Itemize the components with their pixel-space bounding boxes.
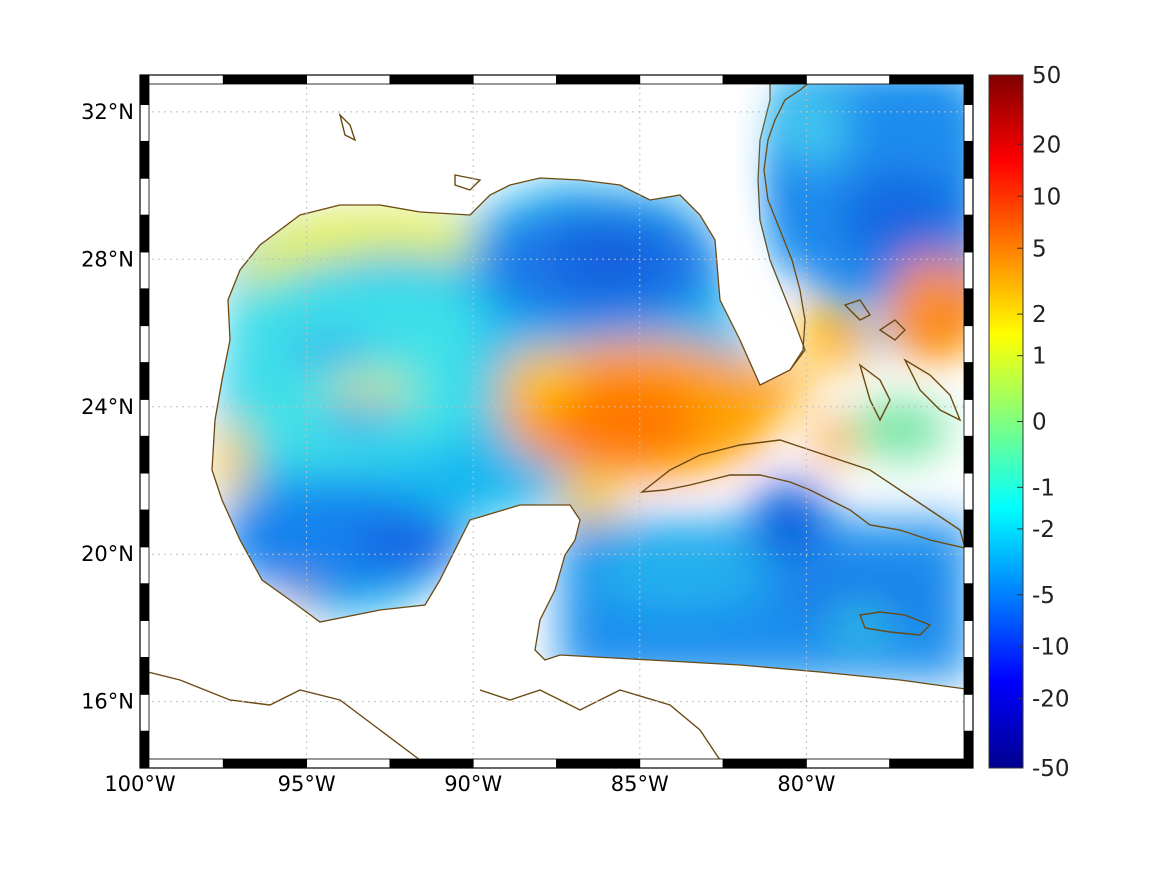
map-grid <box>140 75 973 768</box>
frame-segment-bottom <box>889 758 974 769</box>
frame-segment-left <box>139 74 150 105</box>
frame-segment-left <box>139 104 150 142</box>
frame-segment-top <box>306 74 391 85</box>
frame-segment-right <box>963 472 974 511</box>
frame-segment-left <box>139 325 150 363</box>
frame-segment-right <box>963 730 974 769</box>
colorbar-label: 20 <box>1032 132 1061 158</box>
frame-segment-right <box>963 214 974 253</box>
colorbar-label: -5 <box>1032 583 1055 609</box>
lon-tick-label: 100°W <box>104 772 176 796</box>
lon-tick-label: 80°W <box>777 772 835 796</box>
frame-segment-left <box>139 472 150 511</box>
frame-segment-left <box>139 398 150 437</box>
frame-segment-left <box>139 251 150 290</box>
frame-segment-left <box>139 214 150 253</box>
frame-segment-left <box>139 620 150 658</box>
colorbar-label: 2 <box>1032 302 1047 328</box>
frame-segment-left <box>139 140 150 179</box>
frame-segment-left <box>139 435 150 474</box>
frame-segment-top <box>806 74 891 85</box>
colorbar-label: 5 <box>1032 236 1047 262</box>
frame-segment-left <box>139 546 150 585</box>
lon-tick-label: 95°W <box>278 772 336 796</box>
frame-segment-top <box>889 74 974 85</box>
frame-segment-bottom <box>806 758 891 769</box>
frame-segment-right <box>963 288 974 327</box>
frame-segment-bottom <box>556 758 641 769</box>
frame-segment-left <box>139 583 150 621</box>
colorbar-label: -50 <box>1032 756 1070 782</box>
frame-segment-bottom <box>639 758 724 769</box>
frame-segment-bottom <box>389 758 474 769</box>
colorbar-label: -20 <box>1032 687 1070 713</box>
frame-segment-left <box>139 509 150 548</box>
frame-segment-bottom <box>472 758 557 769</box>
colorbar-label: 1 <box>1032 344 1047 370</box>
frame-segment-right <box>963 693 974 732</box>
lat-tick-label: 28°N <box>81 247 134 271</box>
frame-segment-top <box>389 74 474 85</box>
frame-segment-left <box>139 177 150 216</box>
colorbar-label: 50 <box>1032 63 1061 89</box>
latitude-labels: 32°N 28°N 24°N 20°N 16°N <box>81 100 134 714</box>
frame-segment-top <box>722 74 807 85</box>
lon-tick-label: 90°W <box>444 772 502 796</box>
lat-tick-label: 32°N <box>81 100 134 124</box>
frame-segment-right <box>963 435 974 474</box>
longitude-labels: 100°W 95°W 90°W 85°W 80°W <box>104 772 835 796</box>
frame-segment-right <box>963 509 974 548</box>
frame-segment-right <box>963 398 974 437</box>
frame-segment-top <box>222 74 308 85</box>
frame-segment-top <box>639 74 724 85</box>
lat-tick-label: 20°N <box>81 542 134 566</box>
frame-segment-top <box>556 74 641 85</box>
frame-segment-top <box>472 74 557 85</box>
frame-segment-left <box>139 693 150 732</box>
land-masses <box>140 75 973 768</box>
frame-segment-right <box>963 104 974 142</box>
frame-segment-top <box>139 74 224 85</box>
frame-segment-bottom <box>139 758 224 769</box>
frame-segment-left <box>139 288 150 327</box>
frame-segment-right <box>963 583 974 621</box>
frame-segment-right <box>963 140 974 179</box>
frame-segment-bottom <box>222 758 308 769</box>
colorbar-label: -2 <box>1032 517 1055 543</box>
colorbar-label: 0 <box>1032 410 1047 436</box>
map-frame <box>139 74 974 769</box>
frame-segment-right <box>963 546 974 585</box>
colorbar-label: -1 <box>1032 475 1055 501</box>
lat-tick-label: 16°N <box>81 690 134 714</box>
frame-segment-right <box>963 177 974 216</box>
frame-border <box>139 74 974 769</box>
colorbar-label: -10 <box>1032 635 1070 661</box>
frame-segment-bottom <box>306 758 391 769</box>
frame-segment-right <box>963 620 974 658</box>
frame-segment-left <box>139 657 150 695</box>
frame-segment-right <box>963 657 974 695</box>
frame-segment-right <box>963 325 974 363</box>
frame-segment-right <box>963 251 974 290</box>
frame-segment-bottom <box>722 758 807 769</box>
colorbar-label: 10 <box>1032 184 1061 210</box>
ocean-field <box>214 80 973 680</box>
frame-segment-left <box>139 730 150 769</box>
lat-tick-label: 24°N <box>81 395 134 419</box>
frame-segment-right <box>963 362 974 400</box>
frame-segment-left <box>139 362 150 400</box>
frame-segment-right <box>963 74 974 105</box>
lon-tick-label: 85°W <box>611 772 669 796</box>
islands <box>140 112 966 761</box>
